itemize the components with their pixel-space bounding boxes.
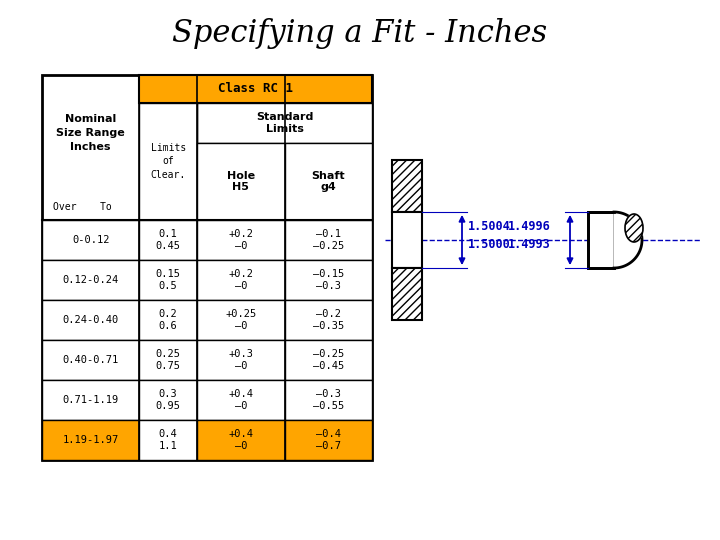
Bar xyxy=(392,212,422,268)
Text: 0-0.12: 0-0.12 xyxy=(72,235,109,245)
Bar xyxy=(42,220,140,260)
Bar xyxy=(588,212,614,268)
Polygon shape xyxy=(625,214,643,242)
Text: 1.19-1.97: 1.19-1.97 xyxy=(63,435,119,445)
Text: 1.5004
1.5000: 1.5004 1.5000 xyxy=(468,220,510,252)
Text: Nominal
Size Range
Inches: Nominal Size Range Inches xyxy=(56,113,125,152)
Bar xyxy=(140,260,197,300)
Text: 0.3
0.95: 0.3 0.95 xyxy=(156,389,181,411)
Bar xyxy=(42,380,140,420)
Text: 1.4996
1.4993: 1.4996 1.4993 xyxy=(508,220,551,252)
Text: Standard
Limits: Standard Limits xyxy=(256,112,313,134)
Text: Shaft
g4: Shaft g4 xyxy=(312,171,345,192)
Text: 0.40-0.71: 0.40-0.71 xyxy=(63,355,119,365)
Bar xyxy=(140,420,197,460)
Bar xyxy=(140,340,197,380)
Bar xyxy=(284,340,372,380)
Bar xyxy=(197,420,284,460)
Bar xyxy=(197,260,284,300)
Text: +0.4
–0: +0.4 –0 xyxy=(228,429,253,451)
Text: +0.3
–0: +0.3 –0 xyxy=(228,349,253,372)
Bar xyxy=(140,103,197,220)
Bar xyxy=(42,420,140,460)
Text: 0.24-0.40: 0.24-0.40 xyxy=(63,315,119,325)
Text: Hole
H5: Hole H5 xyxy=(227,171,255,192)
Text: 0.25
0.75: 0.25 0.75 xyxy=(156,349,181,372)
Text: 0.2
0.6: 0.2 0.6 xyxy=(159,308,178,332)
Text: Specifying a Fit - Inches: Specifying a Fit - Inches xyxy=(172,18,548,49)
Text: 0.71-1.19: 0.71-1.19 xyxy=(63,395,119,405)
Bar xyxy=(284,260,372,300)
Text: –0.25
–0.45: –0.25 –0.45 xyxy=(312,349,344,372)
Bar xyxy=(140,380,197,420)
Bar xyxy=(392,268,422,320)
Bar xyxy=(197,143,284,220)
Text: Limits
of
Clear.: Limits of Clear. xyxy=(150,143,186,180)
Ellipse shape xyxy=(625,214,643,242)
Text: +0.2
–0: +0.2 –0 xyxy=(228,268,253,292)
Bar xyxy=(197,340,284,380)
Bar xyxy=(42,75,372,460)
Text: +0.4
–0: +0.4 –0 xyxy=(228,389,253,411)
Bar xyxy=(284,380,372,420)
Bar xyxy=(284,300,372,340)
Text: –0.4
–0.7: –0.4 –0.7 xyxy=(316,429,341,451)
Text: –0.3
–0.55: –0.3 –0.55 xyxy=(312,389,344,411)
Polygon shape xyxy=(614,212,642,268)
Bar xyxy=(284,420,372,460)
Bar xyxy=(392,160,422,212)
Bar xyxy=(197,380,284,420)
Bar xyxy=(140,220,197,260)
Text: –0.1
–0.25: –0.1 –0.25 xyxy=(312,228,344,252)
Bar xyxy=(197,103,372,143)
Bar xyxy=(284,220,372,260)
Text: Over    To: Over To xyxy=(53,202,112,212)
Bar xyxy=(197,300,284,340)
Text: Class RC 1: Class RC 1 xyxy=(218,83,293,96)
Bar xyxy=(197,220,284,260)
Bar xyxy=(42,300,140,340)
Text: –0.15
–0.3: –0.15 –0.3 xyxy=(312,268,344,292)
Text: 0.4
1.1: 0.4 1.1 xyxy=(159,429,178,451)
Text: 0.12-0.24: 0.12-0.24 xyxy=(63,275,119,285)
Bar xyxy=(140,75,372,103)
Bar xyxy=(42,340,140,380)
Text: +0.2
–0: +0.2 –0 xyxy=(228,228,253,252)
Text: 0.15
0.5: 0.15 0.5 xyxy=(156,268,181,292)
Text: –0.2
–0.35: –0.2 –0.35 xyxy=(312,308,344,332)
Bar xyxy=(42,260,140,300)
Bar xyxy=(140,300,197,340)
Text: 0.1
0.45: 0.1 0.45 xyxy=(156,228,181,252)
Bar xyxy=(284,143,372,220)
Text: +0.25
–0: +0.25 –0 xyxy=(225,308,256,332)
